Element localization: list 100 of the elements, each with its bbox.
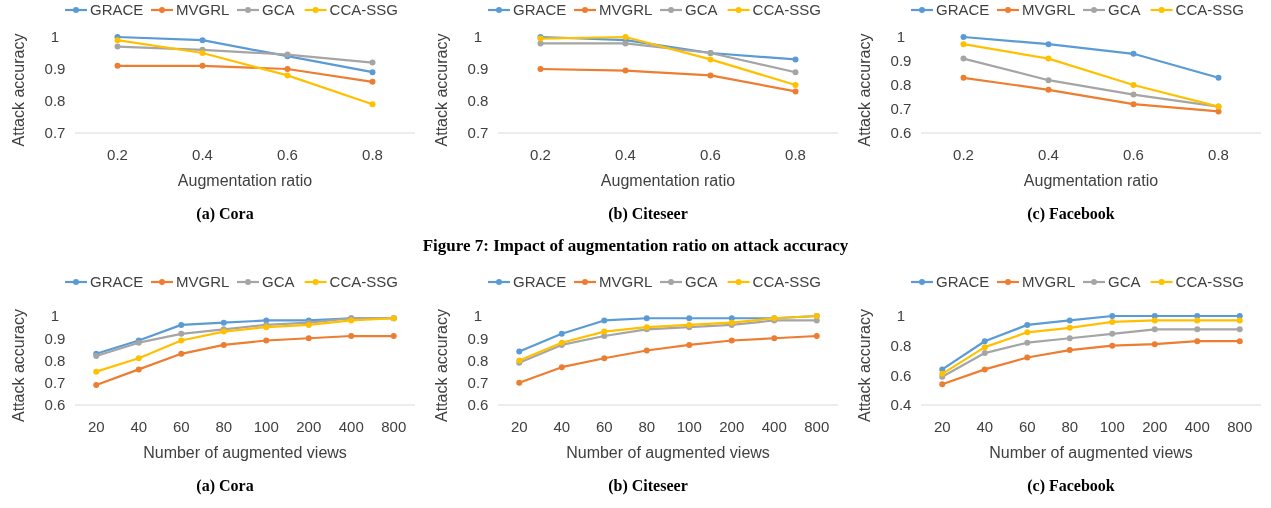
point <box>981 350 988 357</box>
point <box>516 348 523 355</box>
y-axis-title: Attack accuracy <box>432 309 450 422</box>
x-tick-label: 0.4 <box>615 146 636 164</box>
point <box>1194 326 1201 333</box>
point <box>1045 41 1052 48</box>
y-tick-label: 0.9 <box>467 329 489 347</box>
y-tick-label: 0.6 <box>467 396 489 414</box>
point <box>1024 354 1031 361</box>
y-tick-label: 0.6 <box>890 366 912 384</box>
x-tick-label: 0.8 <box>1208 146 1229 164</box>
point <box>981 338 988 345</box>
legend-label: CCA-SSG <box>1175 1 1244 19</box>
point <box>771 335 778 342</box>
point <box>939 381 946 388</box>
point <box>1130 82 1137 88</box>
point <box>728 315 735 322</box>
point <box>135 366 142 373</box>
x-tick-label: 200 <box>296 418 322 436</box>
legend-label: MVGRL <box>599 1 653 19</box>
legend-label: GRACE <box>936 1 990 19</box>
point <box>114 62 121 69</box>
point <box>1045 55 1052 62</box>
point <box>601 317 608 324</box>
x-tick-label: 100 <box>253 418 279 436</box>
x-tick-label: 60 <box>595 418 613 436</box>
point <box>707 56 714 63</box>
point <box>1024 329 1031 336</box>
point <box>1236 317 1243 324</box>
legend-label: MVGRL <box>176 1 230 19</box>
y-tick-label: 0.9 <box>890 52 912 70</box>
point <box>1045 86 1052 93</box>
text: (a) Cora <box>196 476 254 495</box>
point <box>960 55 967 62</box>
legend-label: GRACE <box>90 1 144 19</box>
point <box>601 355 608 362</box>
point <box>305 335 312 342</box>
point <box>220 341 227 348</box>
point <box>1236 326 1243 333</box>
legend-label: GRACE <box>513 273 567 291</box>
point <box>1109 330 1116 337</box>
point <box>178 330 185 337</box>
point <box>199 50 206 56</box>
point <box>813 333 820 340</box>
point <box>178 350 185 357</box>
point <box>960 41 967 48</box>
y-tick-label: 1 <box>50 307 60 325</box>
x-axis-title: Number of augmented views <box>989 443 1193 461</box>
point <box>960 74 967 81</box>
legend-label: MVGRL <box>1022 273 1076 291</box>
x-tick-label: 0.4 <box>1038 146 1059 164</box>
x-tick-label: 0.8 <box>362 146 383 164</box>
point <box>707 72 714 79</box>
point <box>1066 335 1073 342</box>
x-tick-label: 0.6 <box>700 146 721 164</box>
point <box>686 341 693 348</box>
point <box>263 337 270 344</box>
point <box>601 328 608 335</box>
y-tick-label: 1 <box>473 307 483 325</box>
y-tick-label: 0.4 <box>890 396 912 414</box>
point <box>369 78 376 85</box>
point <box>1236 338 1243 345</box>
x-tick-label: 0.8 <box>785 146 806 164</box>
point <box>686 315 693 322</box>
point <box>199 62 206 69</box>
point <box>981 366 988 373</box>
point <box>1024 321 1031 328</box>
point <box>1109 313 1116 319</box>
x-tick-label: 0.6 <box>1123 146 1144 164</box>
x-tick-label: 80 <box>215 418 233 436</box>
x-axis-title: Number of augmented views <box>143 443 347 461</box>
text: (b) Citeseer <box>608 204 688 223</box>
x-tick-label: 800 <box>804 418 830 436</box>
point <box>1066 324 1073 331</box>
point <box>199 37 206 44</box>
text: (b) Citeseer <box>608 476 688 495</box>
x-tick-label: 60 <box>1018 418 1036 436</box>
x-tick-label: 0.2 <box>530 146 551 164</box>
point <box>390 333 397 340</box>
y-tick-label: 1 <box>50 28 60 46</box>
x-tick-label: 800 <box>381 418 407 436</box>
point <box>728 337 735 344</box>
point <box>135 355 142 362</box>
point <box>369 59 376 66</box>
y-tick-label: 0.9 <box>467 60 489 78</box>
y-tick-label: 1 <box>473 28 483 46</box>
point <box>516 379 523 386</box>
x-tick-label: 80 <box>638 418 656 436</box>
legend-label: GCA <box>1108 1 1141 19</box>
x-tick-label: 200 <box>719 418 745 436</box>
y-tick-label: 0.8 <box>44 351 66 369</box>
point <box>622 34 629 40</box>
x-axis-title: Augmentation ratio <box>600 171 736 189</box>
x-tick-label: 400 <box>338 418 364 436</box>
legend-label: GCA <box>1108 273 1141 291</box>
point <box>1130 101 1137 108</box>
point <box>1151 317 1158 324</box>
y-tick-label: 0.9 <box>44 60 66 78</box>
point <box>1130 50 1137 57</box>
y-tick-label: 0.7 <box>44 124 66 142</box>
